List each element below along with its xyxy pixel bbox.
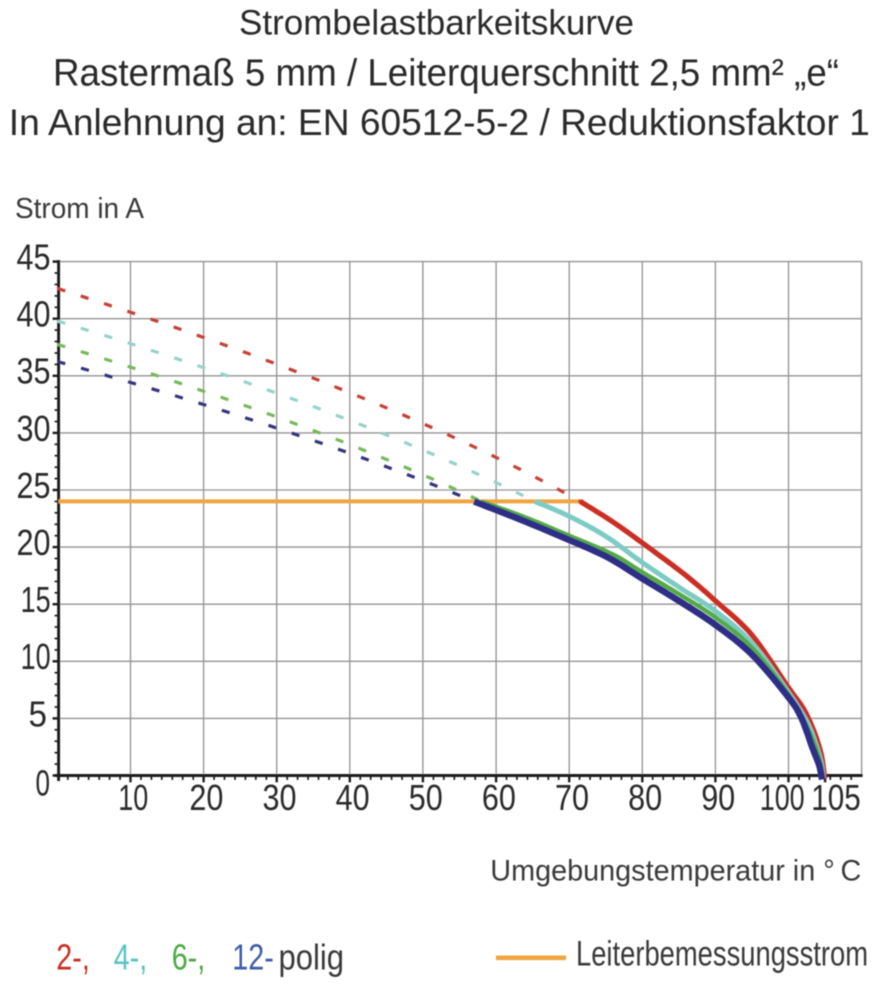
svg-text:Strom in A: Strom in A bbox=[15, 193, 145, 225]
svg-text:12-: 12- bbox=[232, 937, 273, 978]
svg-text:2-,: 2-, bbox=[56, 937, 90, 978]
svg-text:60: 60 bbox=[482, 777, 516, 818]
svg-text:15: 15 bbox=[21, 579, 51, 620]
svg-text:10: 10 bbox=[21, 636, 51, 677]
svg-text:105: 105 bbox=[811, 777, 861, 818]
svg-text:20: 20 bbox=[17, 522, 51, 563]
svg-text:35: 35 bbox=[17, 351, 51, 392]
svg-text:5: 5 bbox=[29, 693, 48, 734]
svg-text:20: 20 bbox=[189, 777, 223, 818]
svg-text:45: 45 bbox=[17, 237, 51, 278]
svg-text:30: 30 bbox=[263, 777, 297, 818]
svg-text:Rastermaß 5 mm / Leiterquersch: Rastermaß 5 mm / Leiterquerschnitt 2,5 m… bbox=[53, 52, 839, 94]
svg-text:4-,: 4-, bbox=[114, 937, 148, 978]
svg-text:70: 70 bbox=[555, 777, 589, 818]
svg-text:50: 50 bbox=[409, 777, 443, 818]
svg-text:In Anlehnung an: EN 60512-5-2: In Anlehnung an: EN 60512-5-2 / Reduktio… bbox=[9, 101, 870, 143]
svg-text:80: 80 bbox=[628, 777, 662, 818]
svg-text:25: 25 bbox=[17, 465, 51, 506]
svg-text:6-,: 6-, bbox=[172, 937, 206, 978]
svg-text:10: 10 bbox=[118, 777, 148, 818]
svg-text:90: 90 bbox=[701, 777, 735, 818]
svg-text:Leiterbemessungsstrom: Leiterbemessungsstrom bbox=[576, 934, 868, 974]
svg-text:30: 30 bbox=[17, 408, 51, 449]
svg-text:100: 100 bbox=[760, 777, 805, 818]
svg-text:Umgebungstemperatur in ° C: Umgebungstemperatur in ° C bbox=[490, 855, 861, 888]
svg-text:40: 40 bbox=[336, 777, 370, 818]
svg-text:40: 40 bbox=[17, 294, 51, 335]
svg-text:polig: polig bbox=[279, 937, 345, 978]
svg-text:Strombelastbarkeitskurve: Strombelastbarkeitskurve bbox=[239, 3, 634, 42]
svg-text:0: 0 bbox=[36, 763, 51, 804]
